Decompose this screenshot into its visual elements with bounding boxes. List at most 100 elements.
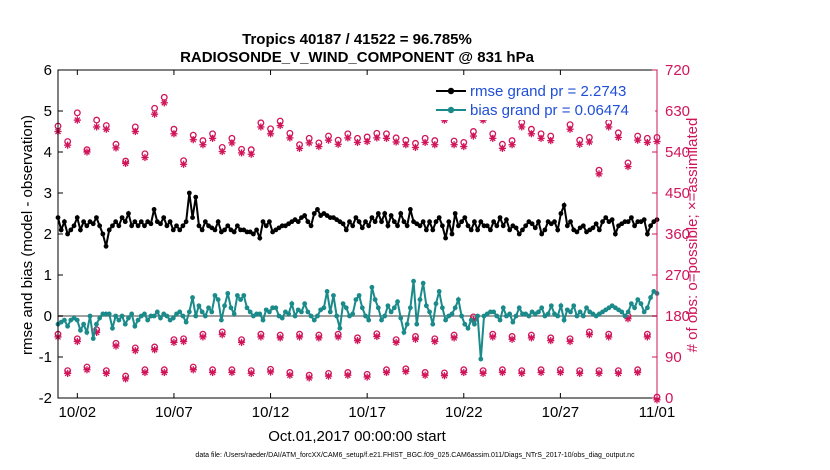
- bias-point: [311, 317, 317, 323]
- bias-point: [369, 284, 375, 290]
- bias-point: [366, 317, 372, 323]
- obs-assimilated-stroke: [199, 333, 206, 340]
- obs-assimilated-stroke: [431, 141, 438, 148]
- obs-assimilated-marker: [382, 134, 391, 142]
- rmse-point: [250, 231, 256, 237]
- obs-assimilated-marker: [489, 134, 497, 142]
- rmse-point: [135, 223, 141, 229]
- right-tick-label: 180: [665, 308, 690, 325]
- obs-assimilated-stroke: [499, 145, 506, 152]
- bias-point: [302, 301, 308, 307]
- rmse-point: [590, 225, 596, 231]
- obs-assimilated-stroke: [489, 135, 496, 142]
- x-tick-label: 10/17: [348, 404, 386, 421]
- rmse-point: [407, 207, 413, 212]
- bias-point: [500, 305, 506, 311]
- obs-assimilated-stroke: [402, 368, 409, 375]
- obs-assimilated-stroke: [103, 126, 110, 133]
- obs-assimilated-stroke: [190, 136, 197, 143]
- bias-point: [315, 313, 320, 319]
- bias-point: [513, 313, 519, 319]
- rmse-point: [305, 219, 311, 225]
- obs-assimilated-stroke: [122, 160, 129, 167]
- obs-low-assimilated-marker: [247, 369, 255, 377]
- obs-assimilated-stroke: [615, 370, 622, 377]
- rmse-point: [628, 215, 634, 221]
- obs-assimilated-marker: [498, 144, 507, 152]
- obs-assimilated-stroke: [277, 334, 284, 341]
- bias-point: [491, 309, 497, 315]
- bias-point: [113, 313, 119, 319]
- bias-point: [625, 309, 631, 315]
- rmse-point: [174, 223, 179, 229]
- obs-assimilated-stroke: [373, 134, 380, 141]
- rmse-point: [234, 223, 240, 229]
- bias-point: [234, 293, 240, 298]
- obs-assimilated-stroke: [615, 134, 622, 141]
- bias-point: [459, 313, 465, 319]
- rmse-point: [196, 223, 202, 229]
- obs-assimilated-marker: [199, 141, 207, 149]
- rmse-point: [359, 225, 365, 231]
- obs-assimilated-stroke: [315, 143, 322, 150]
- obs-assimilated-stroke: [248, 370, 255, 377]
- obs-assimilated-stroke: [567, 126, 574, 133]
- obs-assimilated-marker: [402, 141, 410, 149]
- obs-assimilated-stroke: [354, 337, 361, 344]
- bias-point: [635, 297, 641, 302]
- obs-assimilated-stroke: [267, 369, 274, 376]
- bias-point: [571, 303, 577, 309]
- bias-point: [260, 317, 266, 323]
- rmse-point: [186, 190, 192, 196]
- obs-assimilated-marker: [508, 141, 516, 149]
- rmse-point: [439, 223, 445, 229]
- obs-assimilated-stroke: [383, 369, 390, 376]
- rmse-point: [574, 229, 580, 235]
- bias-point: [228, 305, 234, 311]
- bias-point: [436, 289, 442, 294]
- bias-point: [641, 309, 647, 315]
- obs-low-assimilated-marker: [547, 337, 555, 345]
- bias-point: [420, 280, 426, 286]
- rmse-point: [132, 219, 138, 225]
- obs-low-assimilated-marker: [334, 333, 342, 341]
- obs-assimilated-marker: [624, 162, 632, 171]
- obs-assimilated-stroke: [209, 369, 216, 376]
- rmse-point: [500, 223, 506, 229]
- rmse-point: [561, 202, 567, 208]
- obs-assimilated-stroke: [296, 333, 303, 340]
- obs-assimilated-stroke: [431, 338, 438, 345]
- obs-assimilated-stroke: [190, 366, 197, 373]
- chart-title-line1: Tropics 40187 / 41522 = 96.785%: [242, 31, 472, 48]
- obs-assimilated-marker: [421, 138, 429, 147]
- bias-point: [126, 315, 131, 321]
- obs-assimilated-stroke: [257, 123, 264, 130]
- obs-assimilated-marker: [218, 147, 226, 156]
- obs-low-assimilated-marker: [189, 366, 197, 374]
- bias-point: [577, 309, 583, 315]
- bias-point: [417, 297, 423, 302]
- obs-assimilated-stroke: [238, 339, 245, 346]
- obs-assimilated-marker: [460, 142, 468, 151]
- obs-possible-marker: [93, 116, 101, 124]
- obs-low-assimilated-marker: [286, 371, 294, 379]
- legend-bias-label: bias grand pr = 0.06474: [470, 102, 629, 119]
- obs-assimilated-stroke: [74, 117, 81, 124]
- bias-point: [536, 309, 541, 315]
- rmse-point: [385, 223, 391, 229]
- bias-point: [452, 305, 458, 311]
- right-tick-label: 630: [665, 103, 690, 120]
- obs-assimilated-marker: [576, 140, 584, 148]
- bias-point: [331, 293, 336, 298]
- obs-low-assimilated-marker: [276, 334, 284, 342]
- obs-assimilated-stroke: [64, 370, 71, 377]
- obs-assimilated-stroke: [412, 144, 419, 151]
- left-tick-label: 2: [44, 226, 52, 243]
- bias-point: [516, 305, 522, 311]
- bias-point: [391, 305, 397, 311]
- obs-assimilated-marker: [411, 143, 420, 152]
- rmse-point: [103, 243, 109, 249]
- rmse-point: [600, 219, 605, 225]
- bias-point: [279, 315, 285, 321]
- obs-assimilated-marker: [237, 149, 246, 157]
